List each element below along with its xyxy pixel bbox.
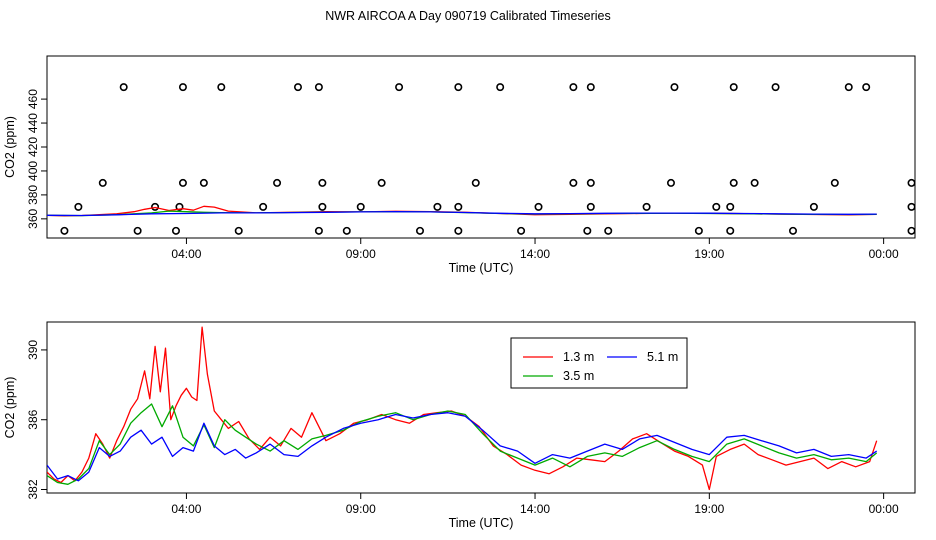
x-tick-label: 19:00 <box>694 247 724 261</box>
x-tick-label: 19:00 <box>694 502 724 516</box>
calibration-point <box>178 178 187 187</box>
calibration-point <box>377 178 386 187</box>
calibration-point <box>314 83 323 92</box>
legend-label: 5.1 m <box>647 350 678 364</box>
calibration-point <box>356 202 365 211</box>
calibration-point <box>642 202 651 211</box>
calibration-point <box>454 83 463 92</box>
calibration-point <box>342 226 351 235</box>
calibration-point <box>862 83 871 92</box>
calibration-point <box>433 202 442 211</box>
calibration-point <box>318 202 327 211</box>
x-tick-label: 04:00 <box>171 502 201 516</box>
calibration-point <box>907 202 916 211</box>
calibration-point <box>133 226 142 235</box>
calibration-point <box>809 202 818 211</box>
series-line-3-5-m <box>47 403 878 485</box>
calibration-point <box>670 83 679 92</box>
y-tick-label: 360 <box>26 209 40 229</box>
legend-label: 3.5 m <box>563 369 594 383</box>
calibration-point <box>314 226 323 235</box>
series-line-5-1-m <box>47 412 878 482</box>
calibration-point <box>830 178 839 187</box>
calibration-point <box>119 83 128 92</box>
y-tick-label: 390 <box>26 340 40 360</box>
x-axis-title: Time (UTC) <box>449 261 514 275</box>
calibration-point <box>586 83 595 92</box>
x-tick-label: 09:00 <box>346 247 376 261</box>
legend-label: 1.3 m <box>563 350 594 364</box>
calibration-point <box>750 178 759 187</box>
calibration-point <box>60 226 69 235</box>
calibration-point <box>98 178 107 187</box>
calibration-point <box>259 202 268 211</box>
calibration-point <box>729 83 738 92</box>
calibration-point <box>454 202 463 211</box>
calibration-point <box>234 226 243 235</box>
calibration-point <box>217 83 226 92</box>
calibration-point <box>729 178 738 187</box>
calibration-point <box>178 83 187 92</box>
calibration-point <box>907 226 916 235</box>
calibration-point <box>586 202 595 211</box>
y-tick-label: 382 <box>26 479 40 499</box>
plot-frame <box>46 321 916 494</box>
calibration-point <box>74 202 83 211</box>
calibration-point <box>199 178 208 187</box>
calibration-point <box>569 83 578 92</box>
calibration-point <box>712 202 721 211</box>
calibration-point <box>844 83 853 92</box>
y-tick-label: 400 <box>26 161 40 181</box>
calibration-point <box>586 178 595 187</box>
calibration-point <box>534 202 543 211</box>
calibration-point <box>395 83 404 92</box>
calibration-point <box>771 83 780 92</box>
calibration-point <box>907 178 916 187</box>
calibration-point <box>171 226 180 235</box>
y-axis-title: CO2 (ppm) <box>3 377 17 439</box>
calibration-point <box>666 178 675 187</box>
chart-title: NWR AIRCOA A Day 090719 Calibrated Times… <box>325 9 611 23</box>
series-line-5-1-m <box>47 211 877 217</box>
y-tick-label: 386 <box>26 409 40 429</box>
calibration-point <box>604 226 613 235</box>
calibration-point <box>726 202 735 211</box>
calibration-point <box>471 178 480 187</box>
calibration-point <box>175 202 184 211</box>
calibration-point <box>454 226 463 235</box>
calibration-point <box>273 178 282 187</box>
calibration-point <box>151 202 160 211</box>
x-tick-label: 04:00 <box>171 247 201 261</box>
calibration-point <box>496 83 505 92</box>
y-tick-label: 460 <box>26 89 40 109</box>
calibration-point <box>318 178 327 187</box>
x-tick-label: 09:00 <box>346 502 376 516</box>
calibration-point <box>293 83 302 92</box>
y-axis-title: CO2 (ppm) <box>3 116 17 178</box>
calibration-point <box>569 178 578 187</box>
calibration-point <box>415 226 424 235</box>
y-tick-label: 380 <box>26 185 40 205</box>
calibration-point <box>583 226 592 235</box>
legend-box <box>510 337 688 389</box>
x-axis-title: Time (UTC) <box>449 516 514 530</box>
x-tick-label: 00:00 <box>869 502 899 516</box>
calibration-point <box>788 226 797 235</box>
y-tick-label: 420 <box>26 137 40 157</box>
y-tick-label: 440 <box>26 113 40 133</box>
x-tick-label: 14:00 <box>520 247 550 261</box>
calibration-point <box>694 226 703 235</box>
x-tick-label: 14:00 <box>520 502 550 516</box>
calibration-point <box>726 226 735 235</box>
calibration-point <box>517 226 526 235</box>
x-tick-label: 00:00 <box>869 247 899 261</box>
